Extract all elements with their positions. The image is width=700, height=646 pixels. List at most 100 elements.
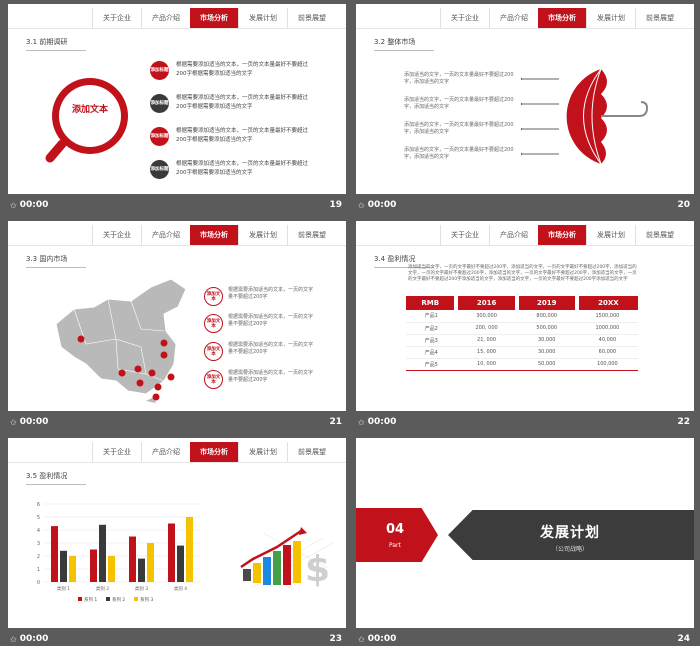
transition-icon: ✩ bbox=[10, 200, 17, 210]
slide-number: 22 bbox=[677, 417, 690, 427]
nav-tab-products[interactable]: 产品介绍 bbox=[141, 442, 190, 462]
y-tick-label: 5 bbox=[37, 515, 40, 521]
table-cell: 产品3 bbox=[406, 334, 457, 347]
slide-footer: ✩ 00:00 22 bbox=[356, 413, 694, 431]
table-cell: 500,000 bbox=[516, 322, 577, 335]
transition-icon: ✩ bbox=[358, 634, 365, 644]
slide-19: 关于企业 产品介绍 市场分析 发展计划 前景展望 3.1 前期调研 添加文本 添… bbox=[8, 4, 346, 194]
table-row: 产品5 10, 000 50,000 100,000 bbox=[406, 358, 638, 371]
y-tick-label: 1 bbox=[37, 567, 40, 573]
bar bbox=[69, 556, 76, 582]
table-cell: 50,000 bbox=[516, 358, 577, 371]
china-map bbox=[55, 278, 187, 403]
nav-tab-about[interactable]: 关于企业 bbox=[440, 225, 489, 245]
slide-time: 00:00 bbox=[367, 634, 397, 644]
item-text: 添加适当的文字，一页的文本量最好不要超过200字，添加适当的文字 bbox=[404, 147, 514, 160]
nav-tab-products[interactable]: 产品介绍 bbox=[489, 225, 538, 245]
magnifier-icon bbox=[45, 78, 128, 163]
bar bbox=[90, 549, 97, 582]
item-text: 根据需要添加适当的文本，一页的文本量最好不要超过200字根据需要添加适当的文字 bbox=[176, 128, 309, 143]
section-title: 3.5 盈利情况 bbox=[26, 471, 86, 485]
bar bbox=[129, 536, 136, 582]
item-text: 根据需要添加适当的文本，一页的文字量不要超过200字 bbox=[228, 314, 314, 327]
table-cell: 产品2 bbox=[406, 322, 457, 335]
nav-tab-about[interactable]: 关于企业 bbox=[92, 225, 141, 245]
table-cell: 1000,000 bbox=[576, 322, 638, 335]
transition-icon: ✩ bbox=[358, 417, 365, 427]
profit-table: RMB 2016 2019 20XX 产品1 300,000 800,000 1… bbox=[406, 296, 638, 371]
slide-22: 关于企业 产品介绍 市场分析 发展计划 前景展望 3.4 盈利情况 添加适当的文… bbox=[356, 221, 694, 411]
slide-footer: ✩ 00:00 19 bbox=[8, 196, 346, 214]
nav-tab-plan[interactable]: 发展计划 bbox=[238, 8, 287, 28]
nav-tab-plan[interactable]: 发展计划 bbox=[238, 442, 287, 462]
table-row: 产品2 200, 000 500,000 1000,000 bbox=[406, 322, 638, 335]
table-cell: 产品4 bbox=[406, 346, 457, 359]
nav-bar: 关于企业 产品介绍 市场分析 发展计划 前景展望 bbox=[92, 442, 336, 462]
nav-tab-market[interactable]: 市场分析 bbox=[538, 225, 586, 245]
nav-tab-outlook[interactable]: 前景展望 bbox=[287, 225, 336, 245]
nav-tab-products[interactable]: 产品介绍 bbox=[141, 225, 190, 245]
table-cell: 60,000 bbox=[576, 346, 638, 359]
legend-swatch bbox=[106, 597, 110, 601]
item-text: 根据需要添加适当的文本，一页的文字量不要超过200字 bbox=[228, 342, 314, 355]
nav-tab-outlook[interactable]: 前景展望 bbox=[287, 8, 336, 28]
nav-bar: 关于企业 产品介绍 市场分析 发展计划 前景展望 bbox=[92, 225, 336, 245]
nav-tab-about[interactable]: 关于企业 bbox=[92, 442, 141, 462]
magnifier-text: 添加文本 bbox=[71, 105, 108, 115]
x-tick-label: 类别 2 bbox=[96, 585, 109, 592]
divider bbox=[8, 462, 346, 463]
nav-tab-plan[interactable]: 发展计划 bbox=[238, 225, 287, 245]
map-pin-icon bbox=[77, 335, 175, 401]
nav-tab-outlook[interactable]: 前景展望 bbox=[635, 8, 684, 28]
umbrella-icon bbox=[521, 68, 649, 165]
nav-tab-products[interactable]: 产品介绍 bbox=[489, 8, 538, 28]
section-heading: 发展计划 bbox=[540, 525, 600, 541]
bar bbox=[108, 556, 115, 582]
table-header: 20XX bbox=[576, 296, 638, 310]
slide-footer: ✩ 00:00 24 bbox=[356, 630, 694, 646]
table-row: 产品3 21, 000 30,000 40,000 bbox=[406, 334, 638, 347]
badge: 添加文本 bbox=[204, 370, 223, 389]
x-tick-label: 类别 3 bbox=[135, 585, 148, 592]
slide-21: 关于企业 产品介绍 市场分析 发展计划 前景展望 3.3 国内市场 bbox=[8, 221, 346, 411]
bar bbox=[186, 517, 193, 582]
bar bbox=[60, 550, 67, 582]
y-tick-label: 3 bbox=[37, 541, 40, 547]
nav-tab-market[interactable]: 市场分析 bbox=[190, 8, 238, 28]
heading-band bbox=[448, 510, 694, 560]
bar bbox=[138, 558, 145, 582]
bar bbox=[168, 523, 175, 582]
nav-tab-market[interactable]: 市场分析 bbox=[538, 8, 586, 28]
nav-tab-market[interactable]: 市场分析 bbox=[190, 225, 238, 245]
legend-label: 系列 2 bbox=[112, 596, 125, 603]
nav-tab-plan[interactable]: 发展计划 bbox=[586, 8, 635, 28]
table-cell: 产品1 bbox=[406, 310, 457, 323]
nav-bar: 关于企业 产品介绍 市场分析 发展计划 前景展望 bbox=[92, 8, 336, 28]
badge: 添加文本 bbox=[204, 342, 223, 361]
section-title: 3.2 整体市场 bbox=[374, 37, 434, 51]
legend-label: 系列 1 bbox=[84, 596, 97, 603]
nav-tab-products[interactable]: 产品介绍 bbox=[141, 8, 190, 28]
divider bbox=[356, 245, 694, 246]
nav-tab-market[interactable]: 市场分析 bbox=[190, 442, 238, 462]
table-cell: 100,000 bbox=[576, 358, 638, 371]
nav-tab-about[interactable]: 关于企业 bbox=[92, 8, 141, 28]
table-header: 2019 bbox=[516, 296, 579, 310]
slide-footer: ✩ 00:00 21 bbox=[8, 413, 346, 431]
nav-bar: 关于企业 产品介绍 市场分析 发展计划 前景展望 bbox=[440, 8, 684, 28]
slide-20: 关于企业 产品介绍 市场分析 发展计划 前景展望 3.2 整体市场 添加适当的文… bbox=[356, 4, 694, 194]
bar bbox=[177, 545, 184, 582]
table-cell: 30,000 bbox=[516, 346, 577, 359]
bar bbox=[147, 543, 154, 582]
y-tick-label: 4 bbox=[37, 528, 40, 534]
y-tick-label: 2 bbox=[37, 554, 40, 560]
bar bbox=[51, 526, 58, 582]
section-subheading: （公司战略） bbox=[552, 546, 589, 553]
nav-tab-outlook[interactable]: 前景展望 bbox=[287, 442, 336, 462]
nav-tab-outlook[interactable]: 前景展望 bbox=[635, 225, 684, 245]
slide-footer: ✩ 00:00 23 bbox=[8, 630, 346, 646]
table-cell: 200, 000 bbox=[456, 322, 517, 335]
nav-tab-plan[interactable]: 发展计划 bbox=[586, 225, 635, 245]
item-text: 根据需要添加适当的文本，一页的文本量最好不要超过200字根据需要添加适当的文字 bbox=[176, 161, 309, 176]
nav-tab-about[interactable]: 关于企业 bbox=[440, 8, 489, 28]
